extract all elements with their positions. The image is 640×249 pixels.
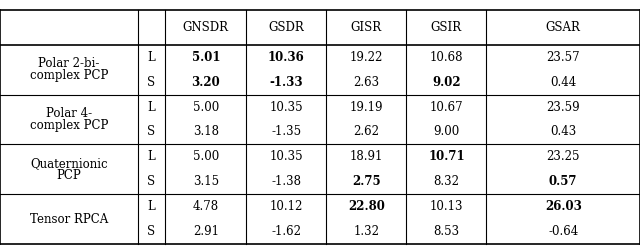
Text: 9.02: 9.02 [432,76,461,89]
Text: 23.25: 23.25 [547,150,580,163]
Text: 2.75: 2.75 [352,175,381,188]
Text: 22.80: 22.80 [348,200,385,213]
Text: 19.22: 19.22 [349,51,383,64]
Text: 23.59: 23.59 [547,101,580,114]
Text: Polar 2-bi-: Polar 2-bi- [38,57,99,70]
Text: GNSDR: GNSDR [183,21,228,34]
Text: Quaternionic: Quaternionic [30,157,108,170]
Text: 26.03: 26.03 [545,200,582,213]
Text: 10.35: 10.35 [269,101,303,114]
Text: 10.35: 10.35 [269,150,303,163]
Text: 10.13: 10.13 [429,200,463,213]
Text: -1.35: -1.35 [271,125,301,138]
Text: -1.38: -1.38 [271,175,301,188]
Text: L: L [147,51,156,64]
Text: S: S [147,125,156,138]
Text: 2.91: 2.91 [193,225,219,238]
Text: 3.20: 3.20 [191,76,220,89]
Text: S: S [147,225,156,238]
Text: 2.62: 2.62 [353,125,380,138]
Text: L: L [147,101,156,114]
Text: 0.43: 0.43 [550,125,577,138]
Text: 0.44: 0.44 [550,76,577,89]
Text: 4.78: 4.78 [193,200,219,213]
Text: 8.53: 8.53 [433,225,460,238]
Text: -0.64: -0.64 [548,225,579,238]
Text: GSAR: GSAR [546,21,580,34]
Text: Tensor RPCA: Tensor RPCA [29,213,108,226]
Text: GSIR: GSIR [431,21,462,34]
Text: 9.00: 9.00 [433,125,460,138]
Text: 5.00: 5.00 [193,101,219,114]
Text: 3.18: 3.18 [193,125,219,138]
Text: L: L [147,150,156,163]
Text: 10.67: 10.67 [429,101,463,114]
Text: PCP: PCP [56,169,81,182]
Text: Polar 4-: Polar 4- [45,107,92,120]
Text: GISR: GISR [351,21,382,34]
Text: 10.68: 10.68 [429,51,463,64]
Text: 5.01: 5.01 [191,51,220,64]
Text: 8.32: 8.32 [433,175,460,188]
Text: -1.62: -1.62 [271,225,301,238]
Text: 3.15: 3.15 [193,175,219,188]
Text: 10.36: 10.36 [268,51,305,64]
Text: S: S [147,76,156,89]
Text: 18.91: 18.91 [349,150,383,163]
Text: 0.57: 0.57 [549,175,577,188]
Text: S: S [147,175,156,188]
Text: 19.19: 19.19 [349,101,383,114]
Text: -1.33: -1.33 [269,76,303,89]
Text: 1.32: 1.32 [353,225,380,238]
Text: 23.57: 23.57 [547,51,580,64]
Text: complex PCP: complex PCP [29,119,108,132]
Text: 10.71: 10.71 [428,150,465,163]
Text: complex PCP: complex PCP [29,69,108,82]
Text: 2.63: 2.63 [353,76,380,89]
Text: 10.12: 10.12 [269,200,303,213]
Text: GSDR: GSDR [269,21,304,34]
Text: L: L [147,200,156,213]
Text: 5.00: 5.00 [193,150,219,163]
